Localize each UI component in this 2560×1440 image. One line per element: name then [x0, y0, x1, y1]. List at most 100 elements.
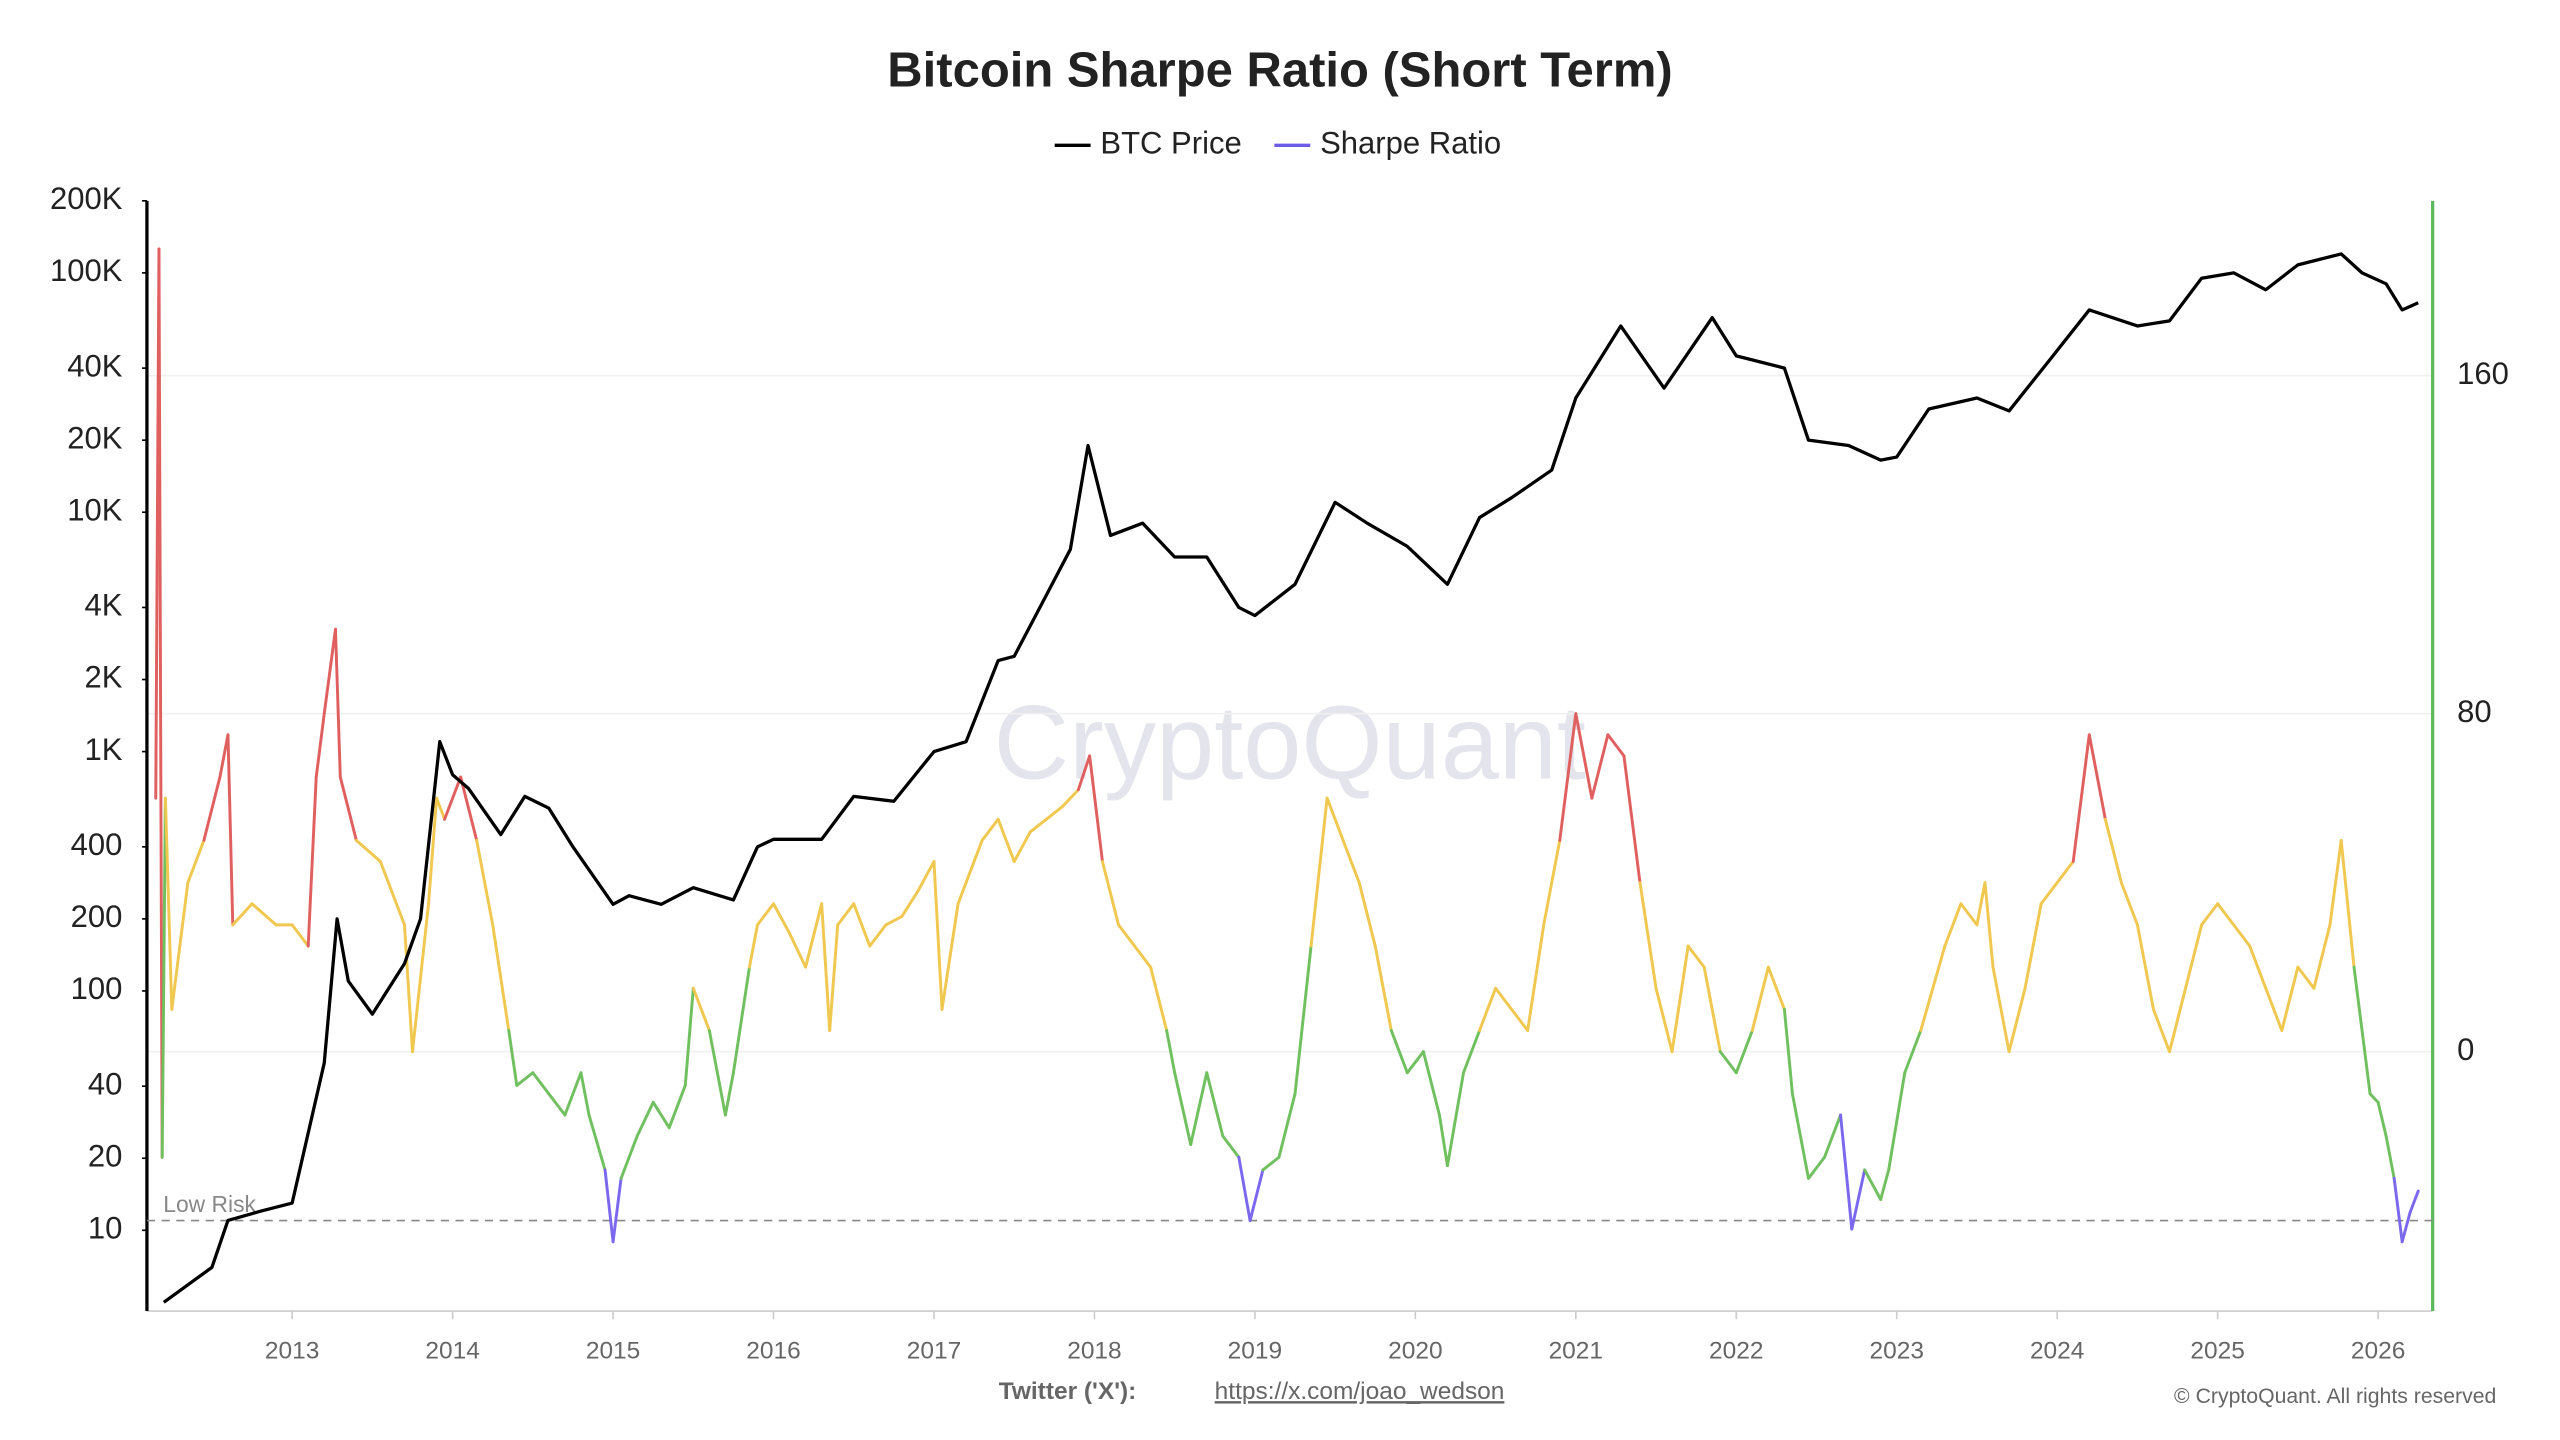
sharpe-segment [2368, 1092, 2380, 1104]
x-tick-label: 2019 [1228, 1337, 1282, 1364]
sharpe-segment [1782, 1007, 1794, 1096]
y2-tick-label: 0 [2457, 1032, 2474, 1067]
sharpe-segment [1903, 1029, 1923, 1075]
sharpe-segment [1437, 1113, 1449, 1168]
x-tick-label: 2021 [1549, 1337, 1603, 1364]
y-tick-label: 40K [67, 348, 122, 383]
sharpe-segment [1943, 902, 1963, 948]
sharpe-segment [820, 902, 832, 1032]
y-tick-label: 1K [85, 732, 123, 767]
sharpe-segment [1421, 1050, 1441, 1117]
sharpe-segment [1405, 1050, 1425, 1075]
sharpe-segment [1445, 1071, 1465, 1168]
sharpe-segment [1574, 712, 1594, 800]
x-tick-label: 2015 [586, 1337, 640, 1364]
sharpe-segment [507, 1029, 519, 1087]
sharpe-segment [1149, 965, 1169, 1032]
sharpe-segment [2200, 902, 2220, 927]
sharpe-segment [1510, 1007, 1530, 1032]
sharpe-segment [1325, 796, 1345, 842]
sharpe-segment [1478, 986, 1498, 1032]
sharpe-segment [2232, 923, 2252, 948]
sharpe-segment [667, 1083, 687, 1130]
sharpe-segment [2339, 838, 2356, 969]
sharpe-segment [459, 775, 479, 842]
sharpe-segment [1117, 923, 1137, 948]
sharpe-segment [515, 1071, 535, 1087]
sharpe-segment [1044, 805, 1064, 821]
x-tick-label: 2013 [265, 1337, 319, 1364]
sharpe-segment [1638, 881, 1658, 990]
sharpe-segment [160, 796, 167, 1159]
sharpe-segment [579, 1071, 591, 1117]
sharpe-segment [683, 986, 695, 1087]
sharpe-segment [1919, 944, 1947, 1032]
y-tick-label: 400 [71, 827, 123, 862]
sharpe-segment [828, 923, 840, 1032]
y-tick-label: 100K [50, 253, 123, 288]
sharpe-segment [2119, 881, 2139, 927]
sharpe-segment [788, 931, 808, 969]
x-tick-label: 2025 [2190, 1337, 2244, 1364]
sharpe-segment [1133, 944, 1153, 969]
sharpe-segment [1702, 965, 1722, 1054]
sharpe-segment [250, 902, 278, 927]
sharpe-segment [651, 1100, 671, 1130]
y2-tick-label: 80 [2457, 694, 2492, 729]
twitter-label: Twitter ('X'): [999, 1378, 1137, 1405]
sharpe-segment [1060, 788, 1080, 809]
sharpe-segment [1100, 860, 1120, 927]
x-tick-label: 2022 [1709, 1337, 1763, 1364]
sharpe-segment [691, 986, 711, 1032]
sharpe-segment [186, 838, 206, 885]
sharpe-segment [2216, 902, 2236, 927]
sharpe-segment [2168, 986, 2188, 1054]
sharpe-segment [1373, 944, 1393, 1032]
sharpe-segment [1766, 965, 1786, 1011]
sharpe-segment [1879, 1168, 1891, 1201]
sharpe-segment [756, 902, 775, 927]
low-risk-label: Low Risk [163, 1191, 256, 1217]
sharpe-segment [980, 817, 1000, 842]
sharpe-segment [1341, 838, 1361, 885]
sharpe-segment [306, 775, 318, 948]
sharpe-segment [427, 796, 439, 906]
sharpe-segment [747, 923, 759, 969]
sharpe-segment [1718, 1050, 1738, 1075]
sharpe-segment [804, 902, 824, 969]
sharpe-segment [2151, 1007, 2171, 1054]
y-tick-label: 200 [71, 899, 123, 934]
sharpe-segment [1686, 944, 1706, 969]
sharpe-segment [1850, 1168, 1867, 1231]
y-tick-label: 20K [67, 420, 122, 455]
sharpe-segment [587, 1113, 607, 1172]
sharpe-segment [1975, 881, 1987, 927]
sharpe-segment [1991, 965, 2011, 1054]
sharpe-segment [1293, 944, 1313, 1096]
sharpe-segment [2296, 965, 2316, 990]
sharpe-segment [1028, 817, 1048, 834]
sharpe-segment [723, 1071, 735, 1117]
y-tick-label: 4K [85, 588, 123, 623]
sharpe-segment [1839, 1113, 1854, 1231]
sharpe-segment [1790, 1092, 1810, 1180]
sharpe-segment [231, 902, 254, 927]
sharpe-segment [2408, 1189, 2420, 1214]
sharpe-segment [218, 733, 230, 779]
sharpe-segment [611, 1176, 623, 1244]
sharpe-segment [707, 1029, 727, 1117]
sharpe-segment [2103, 817, 2123, 885]
twitter-link[interactable]: https://x.com/joao_wedson [1215, 1378, 1505, 1405]
sharpe-segment [491, 923, 511, 1032]
sharpe-segment [1590, 733, 1610, 800]
sharpe-segment [940, 902, 960, 1011]
sharpe-segment [1012, 830, 1032, 864]
watermark: CryptoQuant [994, 685, 1586, 802]
y-tick-label: 100 [71, 971, 123, 1006]
sharpe-segment [916, 860, 936, 893]
sharpe-segment [2392, 1176, 2404, 1244]
sharpe-segment [1983, 881, 1995, 969]
sharpe-segment [603, 1168, 615, 1244]
x-tick-label: 2024 [2030, 1337, 2084, 1364]
sharpe-segment [2184, 923, 2204, 990]
